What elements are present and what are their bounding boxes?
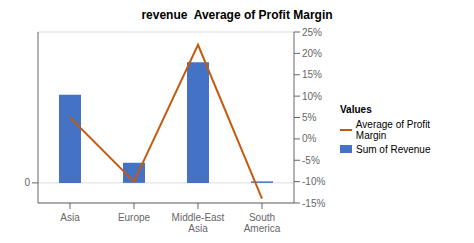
svg-text:5%: 5% — [302, 112, 317, 123]
svg-text:-15%: -15% — [302, 198, 325, 209]
svg-text:Middle-EastAsia: Middle-EastAsia — [172, 212, 225, 234]
svg-text:0: 0 — [24, 177, 30, 188]
html-text:Values: Values — [340, 103, 372, 115]
svg-text:25%: 25% — [302, 27, 322, 38]
svg-text:10%: 10% — [302, 91, 322, 102]
svg-text:-10%: -10% — [302, 176, 325, 187]
svg-text:20%: 20% — [302, 48, 322, 59]
html-text:Sum of Revenue: Sum of Revenue — [356, 143, 431, 155]
html-text:revenue Average of Profit Marg: revenue Average of Profit Margin — [141, 8, 333, 22]
svg-text:15%: 15% — [302, 69, 322, 80]
svg-text:Asia: Asia — [60, 212, 80, 223]
svg-text:SouthAmerica: SouthAmerica — [244, 212, 281, 234]
html-text:Average of Profit Margin: Average of Profit Margin — [355, 118, 431, 141]
svg-text:Europe: Europe — [118, 212, 151, 223]
svg-text:0%: 0% — [302, 133, 317, 144]
svg-text:-5%: -5% — [302, 155, 320, 166]
